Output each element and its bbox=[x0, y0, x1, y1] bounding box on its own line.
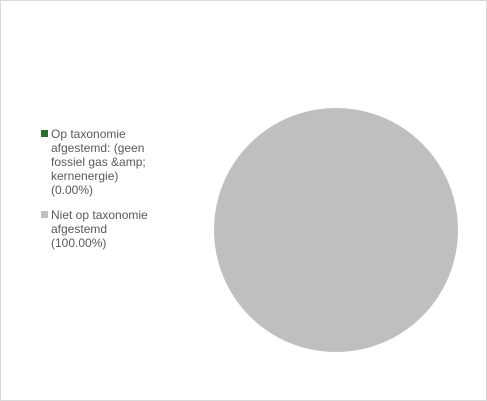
legend-label-aligned: Op taxonomie afgestemd: (geen fossiel ga… bbox=[51, 127, 146, 197]
legend-swatch-not-aligned bbox=[41, 211, 48, 218]
legend-label-not-aligned: Niet op taxonomie afgestemd (100.00%) bbox=[51, 208, 148, 250]
chart-legend: Op taxonomie afgestemd: (geen fossiel ga… bbox=[41, 127, 191, 261]
legend-item-aligned: Op taxonomie afgestemd: (geen fossiel ga… bbox=[41, 127, 191, 197]
pie-slice-1 bbox=[214, 108, 458, 352]
legend-swatch-aligned bbox=[41, 130, 48, 137]
legend-item-not-aligned: Niet op taxonomie afgestemd (100.00%) bbox=[41, 208, 191, 250]
